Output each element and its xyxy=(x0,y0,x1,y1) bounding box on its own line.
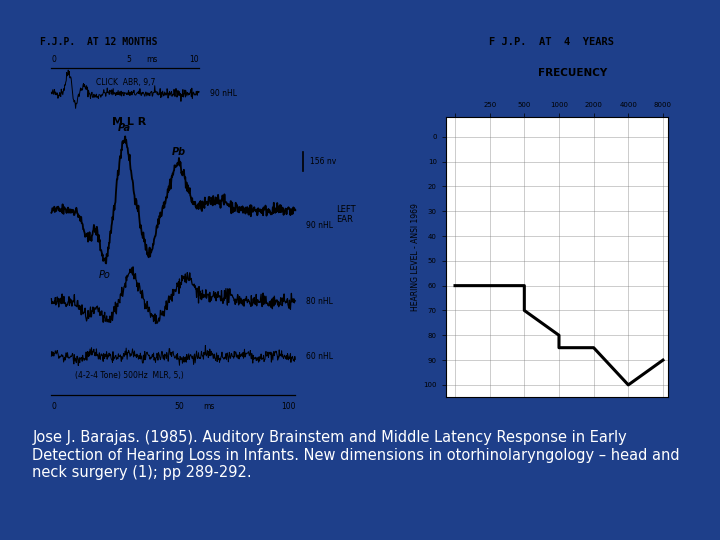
Text: CLICK  ABR, 9,7: CLICK ABR, 9,7 xyxy=(96,78,155,87)
Text: FRECUENCY: FRECUENCY xyxy=(538,68,607,78)
Text: Jose J. Barajas. (1985). Auditory Brainstem and Middle Latency Response in Early: Jose J. Barajas. (1985). Auditory Brains… xyxy=(32,430,680,480)
Y-axis label: HEARING LEVEL - ANSI 1969: HEARING LEVEL - ANSI 1969 xyxy=(412,203,420,311)
Text: ms: ms xyxy=(146,55,158,64)
Text: Pa: Pa xyxy=(118,123,131,133)
Text: M L R: M L R xyxy=(112,117,146,127)
Text: (4-2-4 Tone) 500Hz  MLR, 5,): (4-2-4 Tone) 500Hz MLR, 5,) xyxy=(75,371,184,380)
Text: Po: Po xyxy=(99,270,111,280)
Text: 90 nHL: 90 nHL xyxy=(307,221,333,231)
Text: 10: 10 xyxy=(189,55,199,64)
Text: ms: ms xyxy=(203,402,215,411)
Text: F.J.P.  AT 12 MONTHS: F.J.P. AT 12 MONTHS xyxy=(40,37,158,47)
Text: 60 nHL: 60 nHL xyxy=(307,352,333,361)
Text: 5: 5 xyxy=(127,55,131,64)
Text: F J.P.  AT  4  YEARS: F J.P. AT 4 YEARS xyxy=(489,37,614,47)
Text: 50: 50 xyxy=(174,402,184,411)
Text: LEFT
EAR: LEFT EAR xyxy=(336,205,356,224)
Text: 156 nv: 156 nv xyxy=(310,157,336,166)
Text: 0: 0 xyxy=(51,402,56,411)
Text: 0: 0 xyxy=(51,55,56,64)
Text: 100: 100 xyxy=(281,402,295,411)
Text: 90 nHL: 90 nHL xyxy=(210,89,238,98)
Text: Pb: Pb xyxy=(171,147,186,157)
Text: 80 nHL: 80 nHL xyxy=(307,298,333,306)
